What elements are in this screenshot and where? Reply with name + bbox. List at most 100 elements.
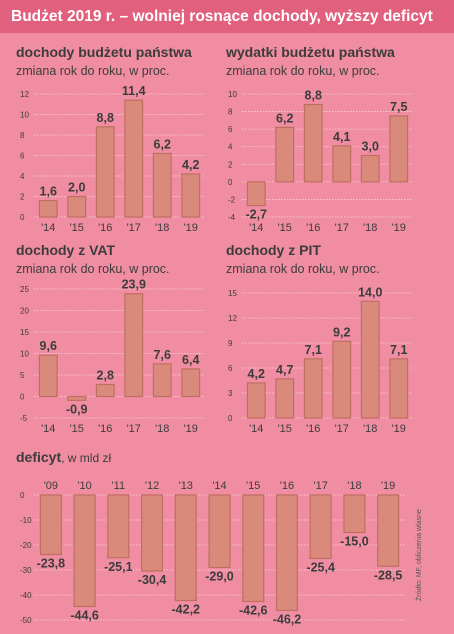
category-label: '19 [184,222,198,234]
ytick-label: 8 [228,108,233,117]
bar [377,494,400,567]
ytick-label: -20 [20,541,32,550]
category-label: '15 [246,480,260,492]
chart-subtitle: zmiana rok do roku, w proc. [226,262,380,276]
bar [152,363,172,398]
category-label: '14 [249,423,263,435]
category-label: '18 [155,222,169,234]
ytick-label: 12 [228,314,237,323]
ytick-label: 0 [20,213,25,222]
bar [39,494,62,556]
category-label: '18 [363,222,377,234]
category-label: '14 [212,480,226,492]
data-label: 14,0 [358,285,382,299]
category-label: '18 [155,423,169,435]
ytick-label: -30 [20,566,32,575]
data-label: 4,2 [182,158,199,172]
category-label: '16 [98,222,112,234]
data-label: -28,5 [374,568,403,582]
ytick-label: -4 [228,213,236,222]
bar [124,293,144,398]
ytick-label: -50 [20,616,32,625]
ytick-label: 20 [20,307,29,316]
data-label: -29,0 [205,570,234,584]
bar [242,494,265,603]
charts-root: dochody budżetu państwa zmiana rok do rok… [16,44,413,627]
category-label: '17 [127,423,141,435]
data-label: 4,7 [276,363,293,377]
data-label: 6,2 [154,137,171,151]
data-label: 2,0 [68,181,85,195]
data-label: 8,8 [97,111,114,125]
category-label: '15 [70,222,84,234]
data-label: 8,8 [305,89,322,103]
category-label: '16 [98,423,112,435]
data-label: 11,4 [122,84,146,98]
ytick-label: 15 [20,328,29,337]
bar [181,368,201,398]
data-label: 3,0 [362,140,379,154]
ytick-label: 10 [20,111,29,120]
ytick-label: 4 [228,143,233,152]
ytick-label: 8 [20,131,25,140]
bar [332,145,352,183]
data-label: 7,5 [390,100,407,114]
ytick-label: 25 [20,285,29,294]
bar [107,494,130,559]
chart-title: wydatki budżetu państwa [225,44,395,60]
category-label: '15 [70,423,84,435]
bar [174,494,197,602]
bar [140,494,164,572]
data-label: -15,0 [340,535,369,549]
ytick-label: 15 [228,289,237,298]
data-label: 23,9 [122,278,146,292]
chart-title: dochody budżetu państwa [16,44,192,60]
title-bar: Budżet 2019 r. – wolniej rosnące dochody… [0,0,454,33]
category-label: '16 [306,423,320,435]
bar [309,494,332,560]
data-label: 4,1 [333,130,350,144]
bar [343,494,366,534]
data-label: -25,1 [104,560,133,574]
category-label: '17 [127,222,141,234]
category-label: '11 [112,480,126,492]
ytick-label: 0 [228,414,233,423]
bar [73,494,96,608]
chart-1: dochody budżetu państwa zmiana rok do rok… [16,44,205,234]
chart-title: dochody z PIT [226,242,321,258]
category-label: '12 [145,480,159,492]
data-label: -44,6 [70,609,99,623]
chart-4: dochody z PIT zmiana rok do roku, w proc.… [226,242,413,435]
category-label: '16 [280,480,294,492]
chart-title: deficyt, w mld zł [16,449,111,465]
ytick-label: 5 [20,371,25,380]
bar [389,115,409,183]
bar [38,354,58,398]
bar [38,200,58,218]
ytick-label: 2 [20,193,25,202]
bar [360,154,380,183]
data-label: 7,1 [305,343,322,357]
ytick-label: -2 [228,195,236,204]
chart-title-main: deficyt [16,449,61,465]
bar [152,152,172,218]
data-label: -46,2 [273,613,302,627]
data-label: -25,4 [306,561,335,575]
data-label: 7,1 [390,343,407,357]
bar [389,358,409,419]
category-label: '19 [392,423,406,435]
data-label: 6,2 [276,111,293,125]
source-note: Źródło: MF, obliczenia własne [414,509,423,601]
data-label: 4,2 [248,367,265,381]
bar [275,126,295,183]
chart-subtitle: zmiana rok do roku, w proc. [16,64,170,78]
chart-title: dochody z VAT [16,242,115,258]
data-label: -42,2 [172,603,201,617]
bar [95,126,115,218]
category-label: '15 [278,423,292,435]
bar [181,173,201,218]
bar [246,181,266,207]
category-label: '17 [335,423,349,435]
data-label: 7,6 [154,348,171,362]
